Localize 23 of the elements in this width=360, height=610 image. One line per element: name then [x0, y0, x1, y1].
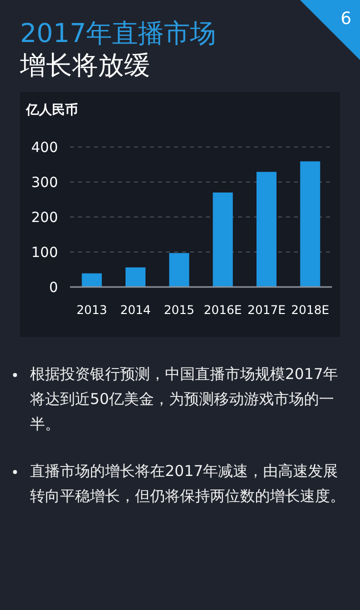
bar	[126, 267, 146, 287]
text: 6	[340, 9, 352, 29]
chart-title: 2017年直播市场	[20, 18, 216, 50]
x-tick-label: 2016E	[204, 303, 242, 317]
y-tick-label: 400	[31, 140, 58, 156]
x-tick-label: 2015	[164, 303, 194, 317]
chart-subtitle: 增长将放缓	[20, 50, 150, 82]
y-tick-label: 200	[31, 210, 58, 226]
x-tick-label: 2014	[120, 303, 151, 317]
y-tick-label: 300	[31, 175, 58, 191]
x-tick-label: 2018E	[291, 303, 330, 317]
bar	[256, 172, 276, 287]
x-tick-label: 2017E	[247, 303, 286, 317]
text: 根据投资银行预测，中国直播市场规模2017年将达到近50亿美金，为预测移动游戏市场的一半。	[30, 365, 338, 433]
bar	[82, 273, 102, 287]
bar	[300, 161, 320, 287]
y-axis-title: 亿人民币	[25, 102, 78, 118]
bar	[169, 253, 190, 287]
y-tick-label: 100	[31, 245, 58, 261]
y-tick-label: 0	[49, 280, 58, 296]
bar	[212, 192, 233, 287]
x-tick-label: 2013	[76, 303, 108, 317]
text: 直播市场的增长将在2017年减速，由高速发展转向平稳增长，但仍将保持两位数的增长速度。	[30, 462, 345, 505]
